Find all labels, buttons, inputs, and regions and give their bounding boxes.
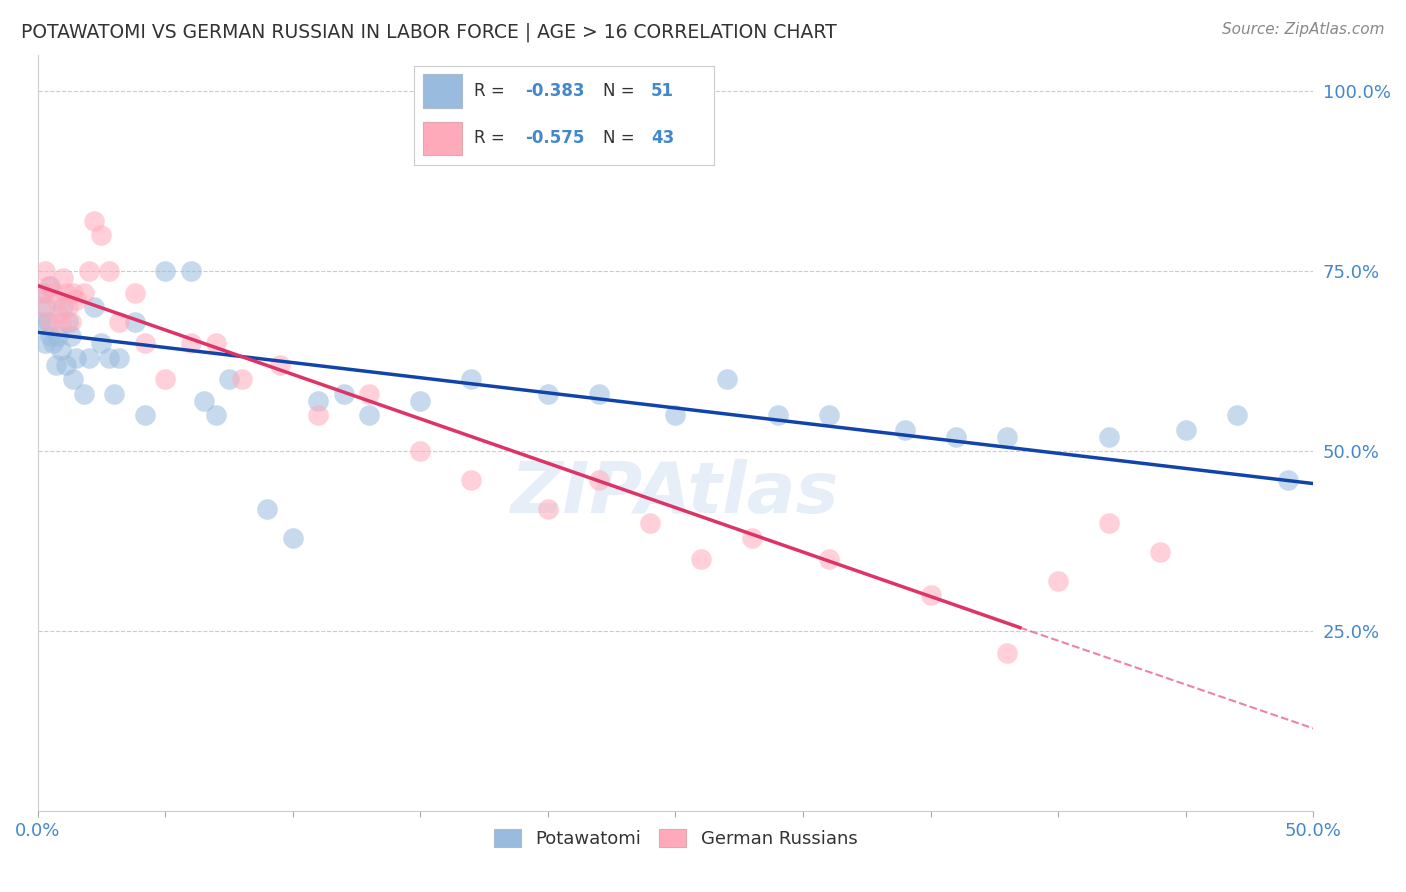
Point bbox=[31, 285, 53, 300]
Point bbox=[62, 372, 84, 386]
Point bbox=[52, 300, 75, 314]
Point bbox=[34, 336, 56, 351]
Point bbox=[307, 408, 329, 422]
Point bbox=[134, 408, 156, 422]
Point bbox=[59, 329, 82, 343]
Point bbox=[72, 285, 94, 300]
Point bbox=[77, 264, 100, 278]
Point bbox=[34, 300, 56, 314]
Point bbox=[42, 336, 65, 351]
Point bbox=[103, 386, 125, 401]
Point bbox=[155, 264, 177, 278]
Point bbox=[72, 386, 94, 401]
Point bbox=[638, 516, 661, 531]
Point bbox=[42, 285, 65, 300]
Point bbox=[59, 314, 82, 328]
Point bbox=[588, 386, 610, 401]
Point bbox=[894, 423, 917, 437]
Point bbox=[269, 358, 291, 372]
Point bbox=[1277, 473, 1299, 487]
Point bbox=[37, 278, 59, 293]
Point bbox=[65, 351, 87, 365]
Point bbox=[155, 372, 177, 386]
Point bbox=[39, 329, 62, 343]
Point bbox=[218, 372, 240, 386]
Point bbox=[46, 329, 69, 343]
Point bbox=[205, 408, 228, 422]
Point bbox=[52, 271, 75, 285]
Point bbox=[920, 588, 942, 602]
Text: Source: ZipAtlas.com: Source: ZipAtlas.com bbox=[1222, 22, 1385, 37]
Point bbox=[124, 314, 146, 328]
Point bbox=[98, 351, 121, 365]
Point bbox=[37, 314, 59, 328]
Point bbox=[134, 336, 156, 351]
Point bbox=[39, 314, 62, 328]
Point bbox=[45, 358, 67, 372]
Point bbox=[766, 408, 789, 422]
Point bbox=[1149, 545, 1171, 559]
Point bbox=[55, 358, 77, 372]
Point bbox=[90, 336, 112, 351]
Point bbox=[588, 473, 610, 487]
Point bbox=[664, 408, 686, 422]
Point bbox=[409, 393, 432, 408]
Point bbox=[256, 501, 278, 516]
Point bbox=[39, 278, 62, 293]
Point bbox=[460, 372, 482, 386]
Point bbox=[55, 285, 77, 300]
Point bbox=[58, 300, 80, 314]
Point bbox=[65, 293, 87, 307]
Point bbox=[995, 430, 1018, 444]
Legend: Potawatomi, German Russians: Potawatomi, German Russians bbox=[486, 822, 865, 855]
Point bbox=[945, 430, 967, 444]
Point bbox=[45, 293, 67, 307]
Point bbox=[231, 372, 253, 386]
Point bbox=[77, 351, 100, 365]
Point bbox=[1226, 408, 1249, 422]
Point bbox=[31, 285, 53, 300]
Point bbox=[537, 501, 560, 516]
Point bbox=[108, 314, 131, 328]
Point bbox=[49, 314, 72, 328]
Point bbox=[537, 386, 560, 401]
Point bbox=[307, 393, 329, 408]
Point bbox=[193, 393, 215, 408]
Point bbox=[205, 336, 228, 351]
Point bbox=[30, 300, 52, 314]
Point bbox=[180, 264, 202, 278]
Point bbox=[49, 343, 72, 358]
Point bbox=[716, 372, 738, 386]
Point bbox=[741, 531, 763, 545]
Point bbox=[281, 531, 304, 545]
Point bbox=[359, 408, 381, 422]
Point bbox=[46, 307, 69, 321]
Point bbox=[690, 552, 713, 566]
Point bbox=[333, 386, 356, 401]
Point bbox=[1098, 516, 1121, 531]
Point bbox=[108, 351, 131, 365]
Point bbox=[90, 228, 112, 243]
Point bbox=[62, 285, 84, 300]
Point bbox=[58, 314, 80, 328]
Text: POTAWATOMI VS GERMAN RUSSIAN IN LABOR FORCE | AGE > 16 CORRELATION CHART: POTAWATOMI VS GERMAN RUSSIAN IN LABOR FO… bbox=[21, 22, 837, 42]
Point bbox=[817, 408, 839, 422]
Point bbox=[409, 444, 432, 458]
Point bbox=[995, 646, 1018, 660]
Point bbox=[83, 300, 105, 314]
Point bbox=[124, 285, 146, 300]
Point bbox=[817, 552, 839, 566]
Point bbox=[1098, 430, 1121, 444]
Text: ZIPAtlas: ZIPAtlas bbox=[512, 459, 839, 528]
Point bbox=[83, 213, 105, 227]
Point bbox=[1047, 574, 1070, 588]
Point bbox=[460, 473, 482, 487]
Point bbox=[98, 264, 121, 278]
Point bbox=[180, 336, 202, 351]
Point bbox=[1174, 423, 1197, 437]
Point bbox=[359, 386, 381, 401]
Point bbox=[30, 314, 52, 328]
Point bbox=[34, 264, 56, 278]
